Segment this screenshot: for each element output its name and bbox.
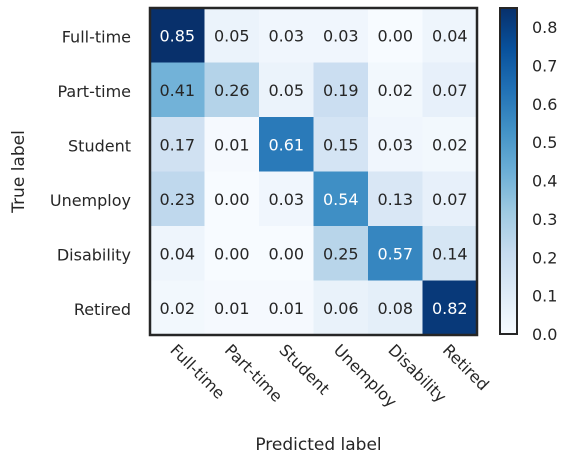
cell-value-label: 0.07	[432, 81, 468, 100]
heatmap-cell	[150, 117, 205, 172]
colorbar-tick-label: 0.0	[532, 325, 557, 344]
colorbar-tick-label: 0.7	[532, 57, 557, 76]
heatmap-cell	[422, 62, 478, 118]
heatmap-cell	[313, 8, 369, 63]
heatmap-cell	[368, 117, 423, 172]
cell-value-label: 0.13	[377, 190, 413, 209]
heatmap-cell	[204, 117, 260, 172]
y-tick-labels: Full-time Part-time Student Unemploy Disabil…	[50, 27, 131, 319]
cell-value-label: 0.03	[268, 190, 304, 209]
colorbar-tick-label: 0.4	[532, 172, 557, 191]
colorbar-tick-label: 0.8	[532, 18, 557, 37]
cell-value-label: 0.00	[377, 26, 413, 45]
heatmap-cell	[150, 226, 205, 281]
heatmap-frame	[148, 6, 479, 337]
cell-value-label: 0.23	[159, 190, 195, 209]
cell-value-label: 0.26	[214, 81, 250, 100]
cell-value-label: 0.01	[214, 299, 250, 318]
heatmap-cell	[259, 8, 314, 63]
heatmap-cell	[259, 62, 314, 118]
heatmap-cell	[204, 280, 260, 336]
cell-value-label: 0.85	[159, 26, 195, 45]
heatmap-cell	[150, 171, 205, 227]
y-tick-label: Student	[68, 136, 131, 155]
heatmap-cell	[422, 171, 478, 227]
cell-value-label: 0.08	[377, 299, 413, 318]
heatmap-cell	[204, 226, 260, 281]
cell-value-label: 0.04	[159, 244, 195, 263]
colorbar-tick-label: 0.2	[532, 248, 557, 267]
heatmap-cell	[313, 62, 369, 118]
heatmap-cell	[259, 117, 314, 172]
heatmap-cells: 0.85 0.05 0.03 0.03 0.00 0.04 0.41 0.26 0.05 0.19…	[150, 8, 478, 336]
cell-value-label: 0.82	[432, 299, 468, 318]
cell-value-label: 0.01	[268, 299, 304, 318]
cell-value-label: 0.00	[214, 244, 250, 263]
heatmap-cell	[150, 62, 205, 118]
cell-value-label: 0.05	[268, 81, 304, 100]
heatmap-cell	[204, 62, 260, 118]
heatmap-cell	[422, 226, 478, 281]
cell-value-label: 0.02	[377, 81, 413, 100]
colorbar: 0.0 0.1 0.2 0.3 0.4 0.5 0.6 0.7 0.8	[499, 7, 557, 344]
cell-value-label: 0.00	[268, 244, 304, 263]
cell-value-label: 0.06	[323, 299, 359, 318]
cell-value-label: 0.03	[377, 135, 413, 154]
cell-value-label: 0.02	[159, 299, 195, 318]
heatmap-cell	[313, 226, 369, 281]
cell-value-label: 0.19	[323, 81, 359, 100]
heatmap-cell	[150, 280, 205, 336]
heatmap-cell	[259, 226, 314, 281]
heatmap-cell	[259, 280, 314, 336]
heatmap-cell	[313, 280, 369, 336]
y-tick-label: Retired	[74, 300, 131, 319]
heatmap-cell	[422, 280, 478, 336]
cell-value-label: 0.03	[268, 26, 304, 45]
x-tick-labels: Full-timePart-timeStudentUnemployDisabil…	[166, 340, 492, 411]
cell-value-label: 0.00	[214, 190, 250, 209]
cell-value-label: 0.41	[159, 81, 195, 100]
heatmap-cell	[368, 62, 423, 118]
y-tick-label: Unemploy	[50, 191, 131, 210]
y-tick-label: Part-time	[57, 82, 131, 101]
cell-value-label: 0.17	[159, 135, 195, 154]
x-tick-label: Full-time	[166, 340, 228, 402]
colorbar-tick-label: 0.5	[532, 133, 557, 152]
cell-value-label: 0.61	[268, 135, 304, 154]
cell-value-label: 0.04	[432, 26, 468, 45]
cell-value-label: 0.57	[377, 244, 413, 263]
cell-value-label: 0.07	[432, 190, 468, 209]
heatmap-cell	[368, 8, 423, 63]
cell-value-label: 0.05	[214, 26, 250, 45]
heatmap-cell	[204, 8, 260, 63]
heatmap-cell	[368, 226, 423, 281]
cell-value-label: 0.25	[323, 244, 359, 263]
colorbar-gradient	[499, 7, 518, 335]
cell-value-label: 0.54	[323, 190, 359, 209]
heatmap-cell	[313, 117, 369, 172]
cell-value-label: 0.01	[214, 135, 250, 154]
y-tick-label: Disability	[57, 245, 131, 264]
cell-value-label: 0.15	[323, 135, 359, 154]
heatmap-cell	[204, 171, 260, 227]
colorbar-tick-label: 0.6	[532, 95, 557, 114]
x-tick-label: Part-time	[221, 340, 286, 405]
cell-value-label: 0.03	[323, 26, 359, 45]
y-tick-label: Full-time	[62, 27, 131, 46]
cell-value-label: 0.02	[432, 135, 468, 154]
x-tick-label: Retired	[439, 340, 493, 394]
heatmap-cell	[259, 171, 314, 227]
heatmap-cell	[368, 280, 423, 336]
colorbar-tick-label: 0.3	[532, 210, 557, 229]
heatmap-cell	[422, 8, 478, 63]
x-axis-label: Predicted label	[255, 435, 381, 455]
colorbar-tick-label: 0.1	[532, 287, 557, 306]
y-axis-label: True label	[9, 130, 29, 214]
cell-value-label: 0.14	[432, 244, 468, 263]
heatmap-cell	[368, 171, 423, 227]
heatmap-cell	[150, 8, 205, 63]
heatmap-cell	[422, 117, 478, 172]
heatmap-cell	[313, 171, 369, 227]
